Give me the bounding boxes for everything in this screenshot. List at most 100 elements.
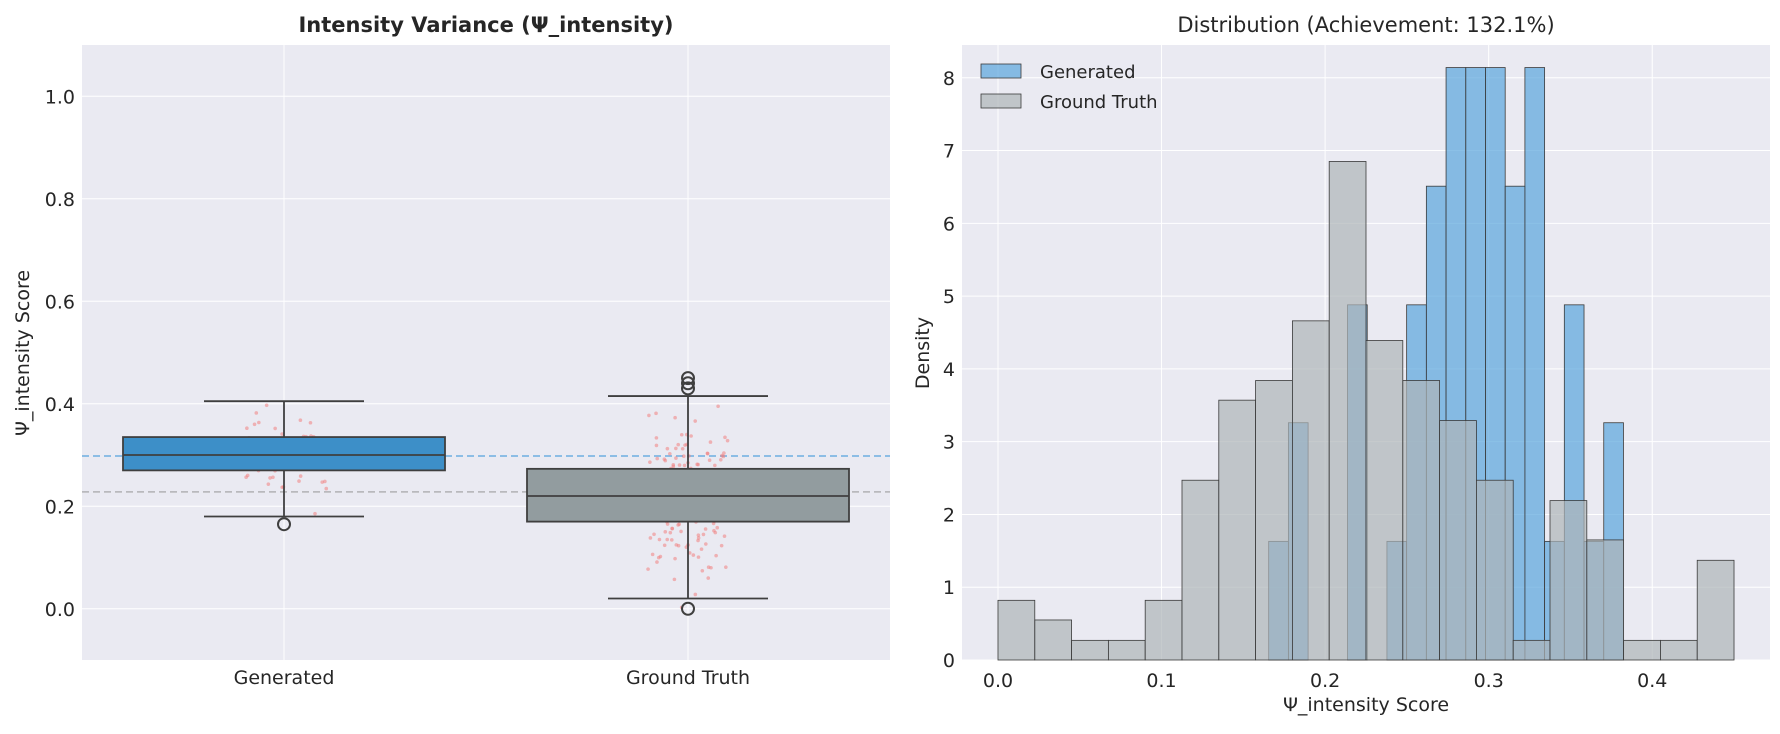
jitter-point — [723, 435, 727, 440]
box-plot-y-tick-label: 0.8 — [45, 189, 75, 211]
jitter-point — [681, 454, 686, 459]
jitter-point — [707, 458, 712, 462]
jitter-point — [669, 538, 674, 542]
histogram-x-tick-label: 0.3 — [1474, 670, 1504, 692]
legend-swatch — [980, 93, 1022, 109]
jitter-point — [298, 474, 303, 478]
jitter-point — [672, 577, 677, 582]
jitter-point — [657, 537, 662, 542]
jitter-point — [696, 555, 701, 559]
box-outlier — [277, 517, 291, 532]
histogram-bar — [1660, 639, 1698, 661]
jitter-point — [705, 451, 710, 456]
jitter-point — [674, 446, 678, 451]
jitter-point — [676, 442, 681, 447]
jitter-point — [722, 534, 727, 538]
histogram-x-tick-label: 0.2 — [1310, 670, 1340, 692]
jitter-point — [654, 436, 659, 440]
histogram-bar — [997, 599, 1036, 661]
jitter-point — [706, 576, 711, 580]
histogram-y-tick-label: 2 — [943, 504, 955, 526]
histogram-y-axis-label: Density — [912, 317, 934, 389]
jitter-point — [650, 552, 655, 557]
jitter-point — [656, 555, 661, 560]
box-plot-x-tick-labels: Generated Ground Truth — [234, 667, 750, 689]
jitter-point — [674, 456, 678, 460]
jitter-point — [646, 567, 650, 571]
histogram-bar — [1623, 639, 1661, 661]
jitter-point — [297, 479, 301, 483]
box-ground-truth — [526, 371, 850, 616]
histogram-bar — [1476, 479, 1514, 661]
jitter-point — [308, 420, 313, 425]
legend-label: Generated — [1040, 62, 1136, 83]
histogram-legend: Generated Ground Truth — [980, 62, 1158, 113]
histogram-y-tick-label: 0 — [943, 650, 955, 672]
jitter-point — [663, 458, 668, 463]
jitter-point — [701, 532, 706, 537]
jitter-point — [696, 533, 701, 537]
jitter-point — [654, 443, 659, 448]
jitter-point — [244, 475, 248, 479]
histogram-bar — [1586, 539, 1625, 661]
histogram-bar — [1524, 67, 1546, 661]
histogram-bar — [1218, 399, 1256, 661]
histogram-bar — [1181, 479, 1220, 661]
jitter-point — [648, 460, 652, 464]
jitter-point — [665, 537, 670, 542]
histogram-bar — [1034, 619, 1072, 661]
jitter-point — [665, 446, 670, 451]
histogram-bar — [1402, 380, 1441, 661]
jitter-point — [655, 560, 659, 564]
jitter-point — [691, 553, 696, 557]
histogram-x-tick-labels: 0.0 0.1 0.2 0.3 0.4 — [983, 670, 1667, 692]
jitter-point — [654, 411, 658, 416]
legend-label: Ground Truth — [1040, 92, 1158, 113]
jitter-point — [271, 475, 275, 480]
histogram-bar — [1328, 161, 1367, 661]
jitter-point — [695, 462, 699, 467]
histogram-bars — [997, 67, 1735, 661]
legend-swatch — [980, 63, 1022, 79]
jitter-point — [712, 528, 716, 533]
jitter-point — [704, 542, 708, 546]
box-plot-x-tick-label: Generated — [234, 667, 335, 689]
histogram-bar — [1071, 639, 1109, 661]
box-plot-background — [82, 45, 890, 660]
histogram-bar — [1107, 639, 1146, 661]
histogram-y-tick-label: 8 — [943, 68, 955, 90]
box-plot-grid — [82, 45, 890, 660]
jitter-point — [252, 422, 257, 427]
jitter-point — [679, 529, 683, 534]
jitter-point — [699, 547, 704, 551]
jitter-point — [677, 463, 682, 467]
histogram-x-tick-label: 0.0 — [983, 670, 1013, 692]
histogram-y-tick-label: 3 — [943, 432, 955, 454]
jitter-point — [696, 538, 700, 543]
jitter-point — [700, 568, 705, 573]
jitter-point — [679, 432, 684, 437]
box-plot-x-tick-label: Ground Truth — [626, 667, 750, 689]
jitter-point — [714, 553, 718, 558]
jitter-point — [280, 432, 284, 436]
histogram-bar — [1549, 500, 1588, 661]
histogram-x-tick-label: 0.4 — [1637, 670, 1667, 692]
jitter-point — [703, 527, 708, 531]
box-body — [122, 436, 446, 472]
jitter-point — [257, 420, 261, 425]
histogram-y-tick-label: 5 — [943, 286, 955, 308]
histogram-bar — [1291, 320, 1330, 661]
histogram-title: Distribution (Achievement: 132.1%) — [1177, 13, 1554, 37]
jitter-point — [716, 404, 720, 409]
jitter-point — [718, 457, 723, 462]
box-generated — [122, 400, 446, 532]
jitter-point — [268, 476, 272, 480]
box-outlier — [681, 376, 695, 391]
jitter-point — [324, 486, 329, 491]
histogram-y-tick-labels: 0 1 2 3 4 5 6 7 8 — [943, 68, 955, 672]
box-plot-y-tick-label: 0.0 — [45, 599, 75, 621]
box-outlier — [681, 371, 695, 386]
jitter-point — [680, 446, 685, 451]
